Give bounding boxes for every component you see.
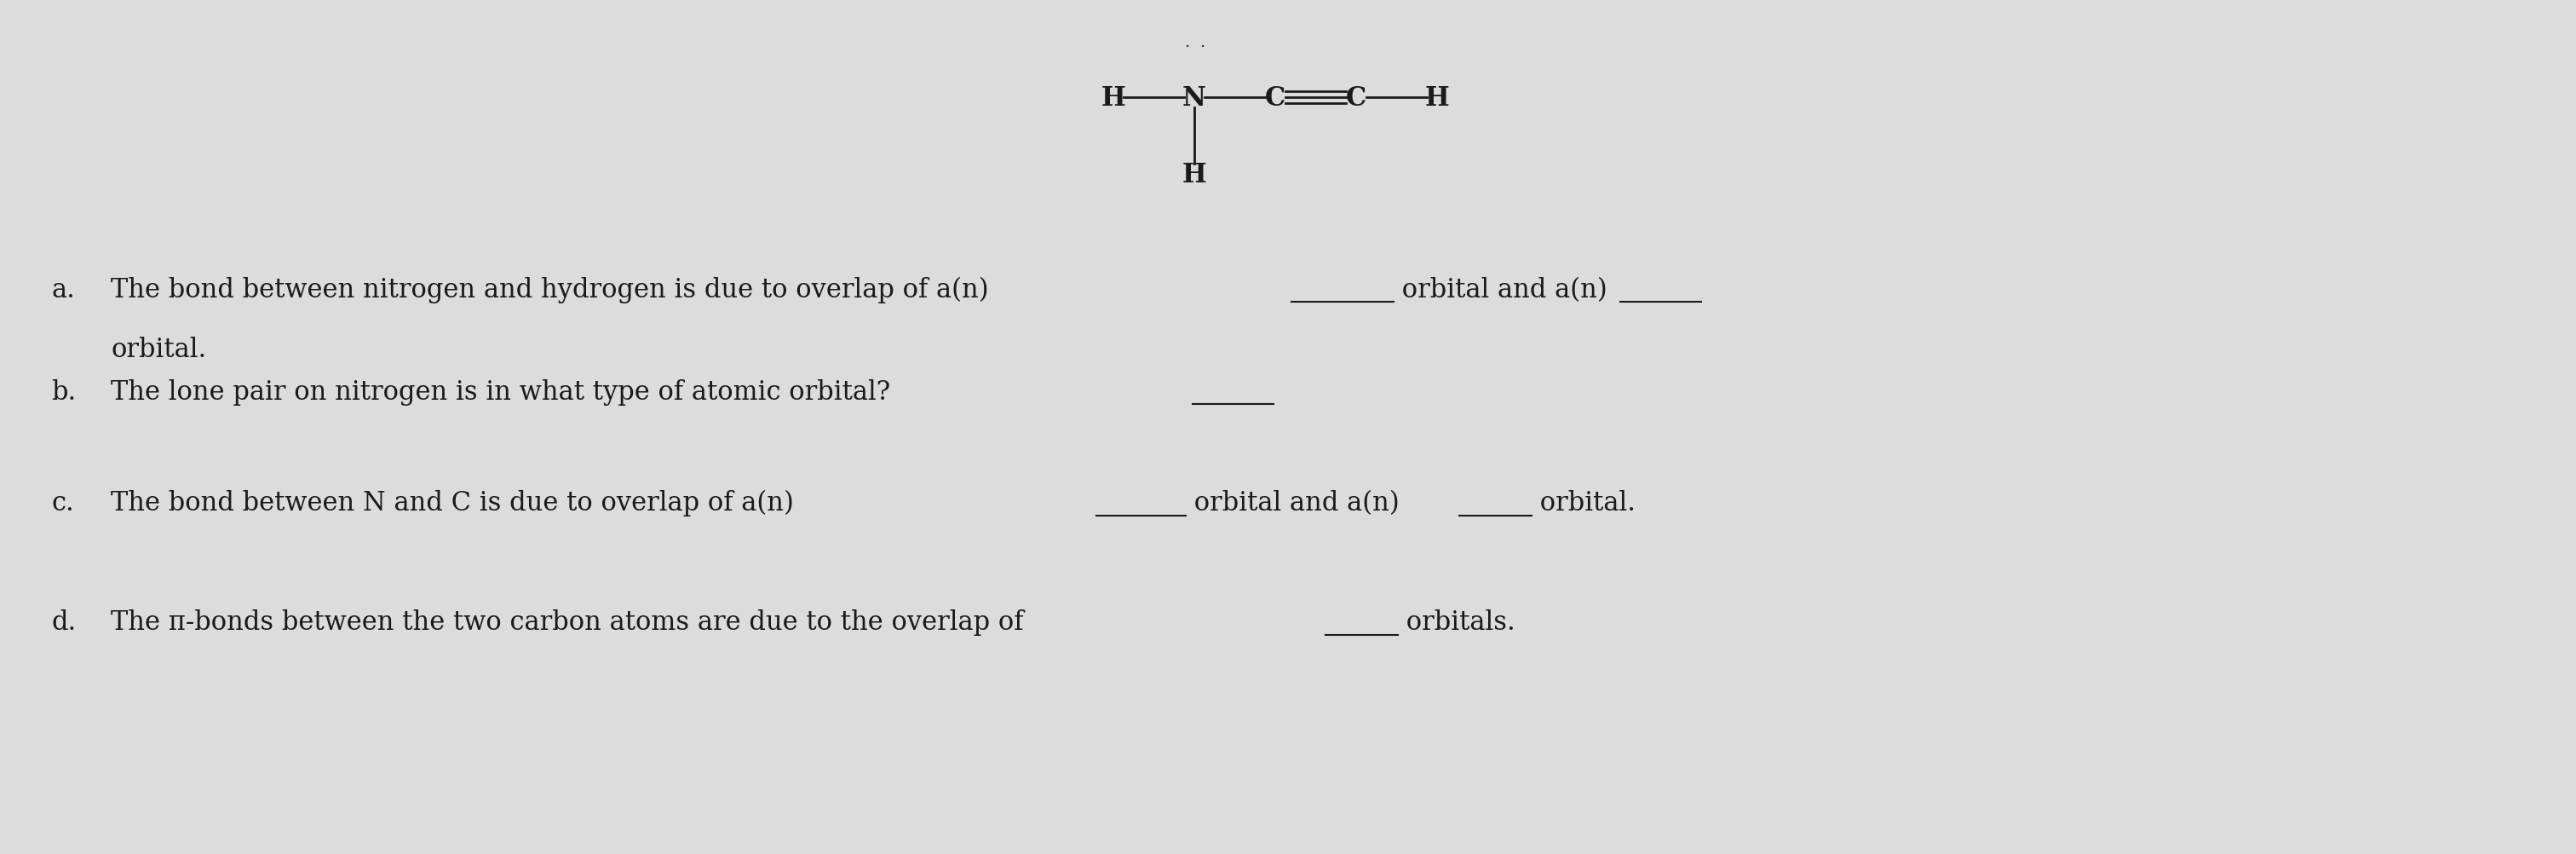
Text: orbital.: orbital. [111, 336, 206, 363]
Text: N: N [1182, 85, 1206, 111]
Text: H: H [1425, 85, 1450, 111]
Text: H: H [1182, 161, 1206, 188]
Text: The bond between N and C is due to overlap of a(n): The bond between N and C is due to overl… [111, 489, 799, 516]
Text: .: . [1200, 35, 1206, 50]
Text: a.: a. [52, 277, 75, 303]
Text: orbital and a(n): orbital and a(n) [1185, 489, 1404, 516]
Text: orbitals.: orbitals. [1399, 609, 1515, 635]
Text: H: H [1100, 85, 1126, 111]
Text: d.: d. [52, 609, 77, 635]
Text: b.: b. [52, 379, 77, 406]
Text: orbital and a(n): orbital and a(n) [1394, 277, 1613, 303]
Text: The lone pair on nitrogen is in what type of atomic orbital?: The lone pair on nitrogen is in what typ… [111, 379, 896, 406]
Text: The π-bonds between the two carbon atoms are due to the overlap of: The π-bonds between the two carbon atoms… [111, 609, 1028, 635]
Text: .: . [1185, 35, 1190, 50]
Text: The bond between nitrogen and hydrogen is due to overlap of a(n): The bond between nitrogen and hydrogen i… [111, 277, 994, 303]
Text: C: C [1345, 85, 1365, 111]
Text: C: C [1265, 85, 1285, 111]
Text: c.: c. [52, 489, 75, 516]
Text: orbital.: orbital. [1533, 489, 1636, 516]
